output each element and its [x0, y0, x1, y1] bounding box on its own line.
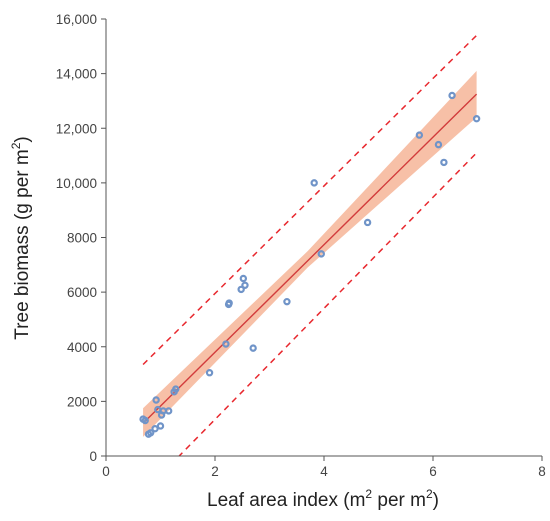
- data-point: [363, 218, 372, 227]
- data-point: [249, 344, 257, 352]
- x-axis-title-middle: per m: [372, 490, 426, 511]
- axes: 0 2 4 6 8 0 2000 4000 6000 8000 10,000 12,000 14,000…: [56, 12, 546, 479]
- data-point: [225, 299, 233, 307]
- data-point: [434, 140, 443, 149]
- data-point: [448, 91, 456, 100]
- plot-area: [139, 34, 481, 456]
- data-point: [237, 285, 245, 294]
- x-axis-title-suffix: ): [433, 490, 439, 511]
- data-point: [241, 281, 249, 289]
- data-point: [317, 250, 325, 258]
- y-tick-label: 14,000: [56, 67, 97, 82]
- data-point: [172, 385, 180, 393]
- confidence-band: [143, 70, 477, 437]
- y-axis-title-superscript: 2: [9, 142, 23, 149]
- data-point: [152, 396, 160, 404]
- y-tick-label: 2000: [67, 394, 97, 409]
- y-axis-title-text: Tree biomass (g per m: [12, 149, 33, 339]
- y-tick-label: 6000: [67, 285, 97, 300]
- regression-line: [142, 93, 478, 424]
- x-tick-label: 4: [320, 464, 328, 479]
- data-point: [164, 407, 173, 415]
- x-tick-label: 8: [538, 464, 546, 479]
- y-tick-label: 16,000: [56, 12, 97, 27]
- data-point: [239, 274, 248, 283]
- data-point: [310, 179, 318, 187]
- data-point: [205, 368, 214, 377]
- y-tick-label: 8000: [67, 231, 97, 246]
- y-tick-label: 0: [89, 449, 97, 464]
- x-axis-title-superscript-1: 2: [365, 487, 372, 501]
- data-point: [151, 424, 159, 433]
- data-point: [222, 340, 230, 348]
- data-point: [141, 416, 149, 425]
- data-point: [415, 131, 424, 139]
- data-point: [146, 429, 155, 437]
- x-axis-title-superscript-2: 2: [426, 487, 433, 501]
- y-tick-label: 10,000: [56, 176, 97, 191]
- data-point: [472, 114, 481, 123]
- data-point: [156, 422, 165, 430]
- y-axis-title: Tree biomass (g per m2): [9, 136, 33, 339]
- y-tick-label: 4000: [67, 340, 97, 355]
- y-axis-title-suffix: ): [12, 136, 33, 142]
- data-point: [283, 297, 291, 306]
- prediction-interval-upper: [142, 34, 478, 366]
- x-axis-title: Leaf area index (m2 per m2): [207, 487, 439, 511]
- x-tick-label: 2: [211, 464, 219, 479]
- x-axis-title-text: Leaf area index (m: [207, 490, 365, 511]
- x-tick-label: 6: [429, 464, 437, 479]
- y-tick-label: 12,000: [56, 121, 97, 136]
- x-tick-label: 0: [102, 464, 110, 479]
- data-point: [440, 158, 448, 167]
- prediction-interval-lower: [178, 152, 478, 456]
